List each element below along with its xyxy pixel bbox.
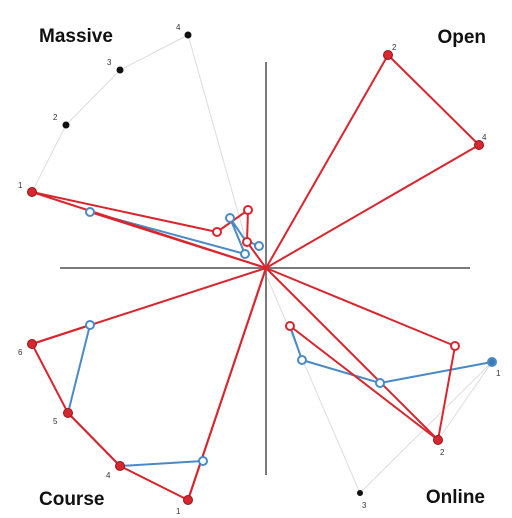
red-ring-markers	[212, 205, 460, 351]
blue-ring-massive-a	[85, 207, 95, 217]
red-ray-open-4	[265, 144, 480, 269]
red-dot-course-1	[183, 495, 193, 505]
red-ray-online-1	[265, 267, 456, 347]
red-ring-online-a	[285, 321, 295, 331]
label-online-3: 3	[362, 501, 367, 510]
blue-series	[66, 211, 493, 468]
red-dot-course-4	[115, 461, 125, 471]
red-dot-course-6	[27, 339, 37, 349]
label-course-4: 4	[106, 471, 111, 480]
blue-ring-course-b	[198, 456, 208, 466]
label-massive-1: 1	[18, 181, 23, 190]
label-online-2: 2	[440, 448, 445, 457]
red-series	[31, 54, 480, 501]
label-course-5: 5	[53, 417, 58, 426]
blue-online-path	[289, 325, 493, 385]
label-open-4: 4	[482, 133, 487, 142]
blue-ring-markers	[85, 207, 497, 466]
label-massive-2: 2	[53, 113, 58, 122]
corner-label-open: Open	[437, 27, 486, 48]
label-massive-4: 4	[176, 23, 181, 32]
label-course-6: 6	[18, 348, 23, 357]
corner-label-online: Online	[425, 487, 485, 508]
label-online-1: 1	[496, 369, 501, 378]
black-dot-online-3	[357, 490, 363, 496]
red-dot-online-2	[433, 435, 443, 445]
black-dot-massive-4	[184, 31, 192, 39]
red-ray-open-2	[265, 54, 389, 269]
blue-course-path	[66, 324, 204, 468]
red-open-path	[387, 54, 480, 146]
blue-ring-massive-b	[225, 213, 235, 223]
black-dot-massive-3	[116, 66, 124, 74]
red-ring-massive-a	[212, 227, 222, 237]
red-ring-massive-b	[243, 205, 253, 215]
red-dot-massive-1	[27, 187, 37, 197]
red-ring-massive-c	[242, 237, 252, 247]
blue-ring-course-a	[85, 320, 95, 330]
red-dot-open-4	[474, 140, 484, 150]
red-ring-online-b	[450, 341, 460, 351]
black-dots	[62, 31, 363, 496]
red-ray-online-2	[265, 267, 439, 441]
red-ray-massive-inner	[89, 211, 267, 269]
label-course-1: 1	[176, 507, 181, 516]
blue-ring-massive-c	[240, 249, 250, 259]
red-dot-course-5	[63, 408, 73, 418]
label-open-2: 2	[392, 43, 397, 52]
blue-ring-online-b	[375, 378, 385, 388]
blue-ring-massive-d	[254, 241, 264, 251]
blue-ring-online-a	[297, 355, 307, 365]
black-dot-massive-2	[62, 121, 70, 129]
red-filled-dots	[27, 50, 484, 505]
red-dot-open-2	[383, 50, 393, 60]
point-number-labels: 1 2 3 4 2 4 6 5 4 1 1 2 3	[18, 23, 501, 516]
blue-ring-online-c	[487, 357, 497, 367]
corner-label-course: Course	[39, 489, 105, 510]
label-massive-3: 3	[107, 58, 112, 67]
corner-label-massive: Massive	[39, 26, 113, 47]
